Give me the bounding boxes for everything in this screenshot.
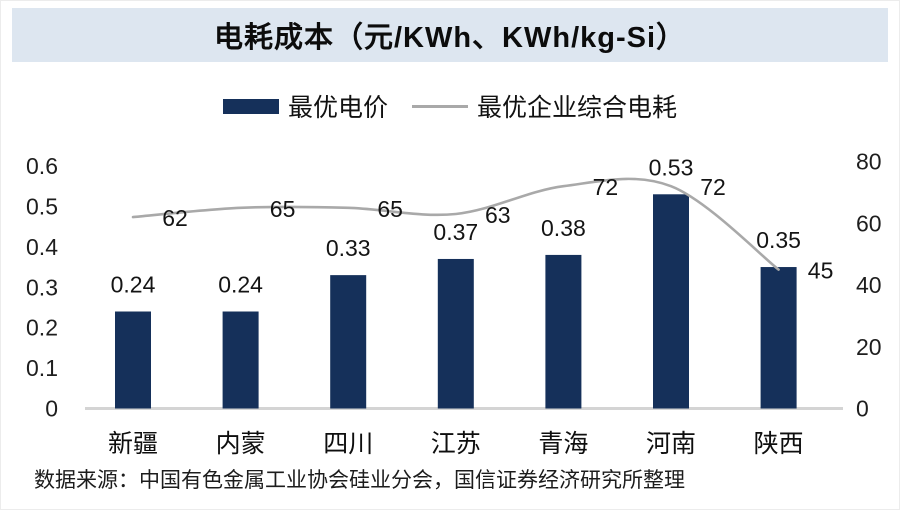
x-axis-category-label: 河南 (646, 430, 696, 458)
left-axis-tick-label: 0.5 (26, 193, 58, 219)
bar (115, 311, 151, 409)
x-axis-category-label: 新疆 (108, 430, 158, 458)
title-banner: 电耗成本（元/KWh、KWh/kg-Si） (12, 8, 888, 62)
line-value-label: 72 (593, 174, 619, 200)
left-axis-tick-label: 0.1 (26, 355, 58, 381)
line-value-label: 45 (808, 258, 834, 284)
source-note: 数据来源：中国有色金属工业协会硅业分会，国信证券经济研究所整理 (34, 468, 685, 492)
legend-item-bar: 最优电价 (222, 88, 388, 124)
x-axis-category-label: 四川 (323, 431, 373, 458)
bar-value-label: 0.35 (756, 227, 801, 253)
bar (437, 258, 474, 409)
left-axis-tick-label: 0.3 (26, 274, 58, 300)
line-series (131, 177, 780, 271)
bar-value-label: 0.33 (326, 235, 371, 261)
bar-value-label: 0.24 (218, 272, 263, 298)
bar (330, 275, 367, 409)
right-axis-tick-label: 60 (856, 210, 882, 236)
chart-title: 电耗成本（元/KWh、KWh/kg-Si） (213, 22, 687, 54)
line-value-label: 62 (162, 205, 188, 231)
left-axis-tick-label: 0.2 (26, 315, 58, 341)
bar (653, 194, 689, 409)
right-axis-tick-label: 80 (856, 149, 882, 175)
legend: 最优电价 最优企业综合电耗 (0, 90, 900, 122)
line-value-label: 65 (377, 196, 403, 222)
x-axis-category-label: 内蒙 (216, 430, 266, 458)
bar-value-label: 0.53 (649, 154, 694, 180)
right-axis-tick-label: 20 (856, 334, 882, 360)
x-axis-category-label: 青海 (538, 430, 588, 458)
bar (545, 254, 582, 409)
legend-label-line: 最优企业综合电耗 (477, 95, 678, 122)
bar-series-swatch (222, 98, 279, 114)
bar-value-label: 0.38 (541, 215, 586, 241)
x-axis-category-label: 陕西 (754, 430, 804, 458)
line-value-label: 72 (700, 174, 726, 200)
left-axis-tick-label: 0.4 (26, 234, 58, 260)
x-axis-category-label: 江苏 (431, 430, 481, 458)
left-axis-tick-label: 0 (45, 396, 58, 422)
line-value-label: 65 (270, 196, 296, 222)
bar-value-label: 0.24 (111, 272, 156, 298)
right-axis-tick-label: 0 (856, 396, 869, 422)
bar (222, 311, 259, 409)
bar (760, 267, 797, 409)
legend-label-bar: 最优电价 (287, 95, 388, 122)
bar-value-label: 0.37 (433, 219, 478, 245)
left-axis-tick-label: 0.6 (26, 153, 58, 179)
line-value-label: 63 (485, 202, 511, 228)
legend-item-line: 最优企业综合电耗 (412, 88, 677, 124)
right-axis-tick-label: 40 (856, 272, 882, 298)
line-series-swatch (412, 104, 468, 108)
